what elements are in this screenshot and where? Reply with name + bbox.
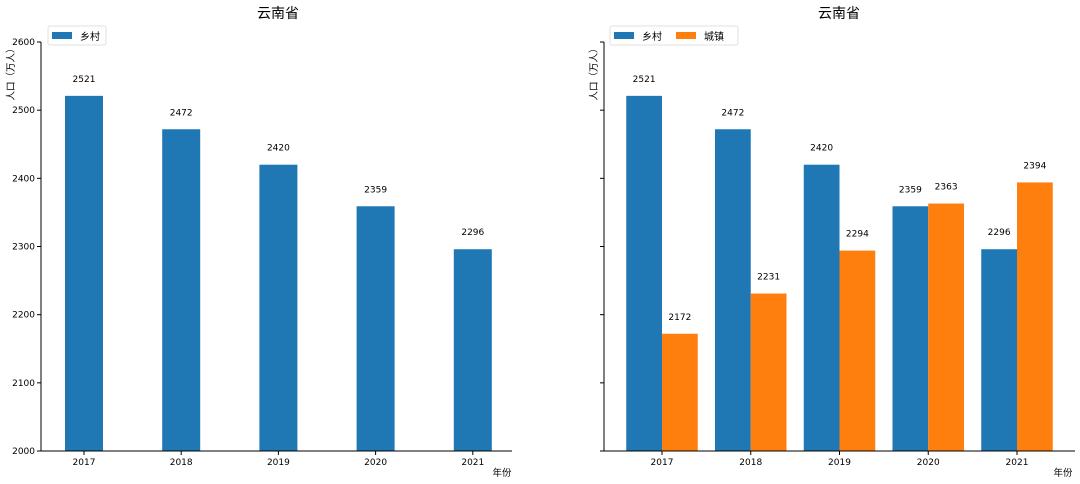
x-tick-label: 2020 [364,458,387,468]
bar-value-label: 2472 [170,108,193,118]
bar [981,249,1017,451]
y-tick-label: 2400 [12,174,35,184]
x-tick-label: 2018 [170,458,193,468]
x-axis-ticks: 2017 2018 2019 2020 2021 [651,451,1029,468]
x-tick-label: 2021 [1006,458,1029,468]
bar-value-label: 2420 [267,144,290,154]
value-labels: 2521 2172 2472 2231 2420 2294 2359 2363 2296 2394 [633,75,1047,323]
bar-value-label: 2394 [1023,161,1046,171]
bar-value-label: 2172 [668,313,691,323]
legend: 乡村 城镇 [609,25,739,46]
bar [750,293,787,451]
chart-rural-urban-population: 云南省 人口（万人） 年份 2017 2018 2019 2020 2021 25212… [588,6,1075,479]
y-tick-label: 2200 [12,311,35,321]
chart-title: 云南省 [257,6,299,22]
bar [715,129,751,451]
x-axis-label: 年份 [1053,467,1073,479]
legend-swatch [614,32,634,39]
y-tick-label: 2000 [12,447,35,457]
y-axis-ticks: 2000 2100 2200 2300 2400 2500 2600 [12,38,41,457]
value-labels: 2521 2472 2420 2359 2296 [73,75,485,238]
legend-swatch [52,32,72,39]
y-axis-label: 人口（万人） [588,43,600,100]
bar [662,333,698,451]
bar-value-label: 2420 [810,144,833,154]
x-tick-label: 2020 [917,458,940,468]
bar [65,95,103,451]
x-tick-label: 2019 [828,458,851,468]
x-tick-label: 2018 [739,458,762,468]
bars [65,95,492,451]
bar-value-label: 2472 [721,108,744,118]
bar-value-label: 2521 [633,75,656,85]
bar-value-label: 2363 [935,183,958,193]
bar-value-label: 2521 [73,75,96,85]
bar-value-label: 2359 [364,185,387,195]
bar-value-label: 2296 [988,228,1011,238]
x-tick-label: 2017 [73,458,96,468]
bar [839,250,876,451]
y-axis-label: 人口（万人） [5,43,17,100]
bar [626,95,662,451]
legend-label: 乡村 [642,30,662,43]
y-axis-ticks [600,41,604,452]
chart-title: 云南省 [818,6,860,22]
legend-label: 城镇 [704,30,724,43]
bar [928,203,964,451]
x-tick-label: 2017 [651,458,674,468]
bar-value-label: 2231 [757,273,780,283]
legend-frame [47,25,107,46]
legend-label: 乡村 [80,30,100,43]
bar [162,129,201,451]
legend-frame [609,25,739,46]
bar [259,164,298,451]
y-tick-label: 2600 [12,38,35,48]
bar [356,206,395,451]
bar-value-label: 2296 [461,228,484,238]
bar [1017,182,1053,451]
x-tick-label: 2021 [461,458,484,468]
bar-value-label: 2359 [899,185,922,195]
y-tick-label: 2100 [12,379,35,389]
chart-rural-population: 云南省 人口（万人） 年份 2000 2100 2200 2300 2400 2500 26… [5,6,512,479]
bars [626,95,1053,451]
x-tick-label: 2019 [267,458,290,468]
bar [453,249,492,451]
legend: 乡村 [47,25,107,46]
legend-swatch [676,32,696,39]
y-tick-label: 2500 [12,106,35,116]
x-axis-ticks: 2017 2018 2019 2020 2021 [73,451,484,468]
bar [892,206,929,451]
y-tick-label: 2300 [12,243,35,253]
bar-value-label: 2294 [846,230,869,240]
bar [803,164,840,451]
x-axis-label: 年份 [492,467,512,479]
